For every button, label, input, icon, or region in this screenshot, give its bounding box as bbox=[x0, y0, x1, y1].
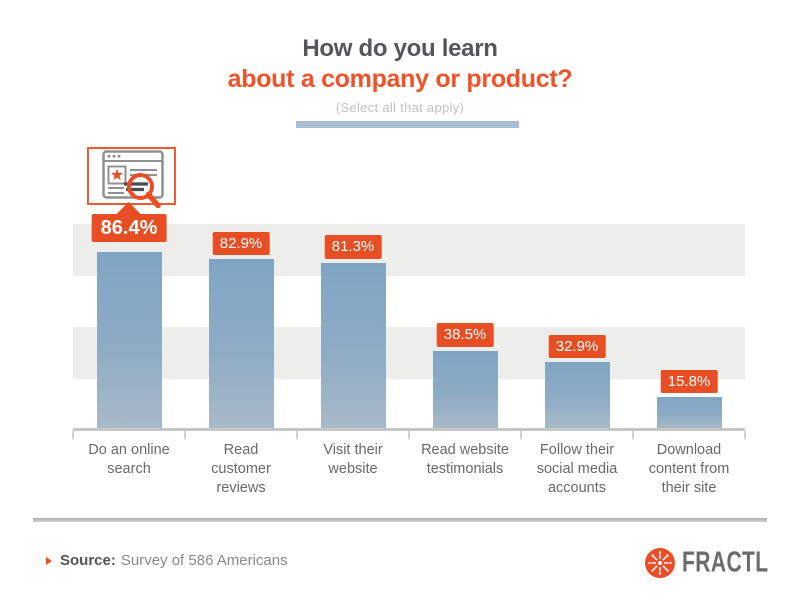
brand-logo: FRACTL bbox=[645, 546, 793, 578]
value-label: 38.5% bbox=[436, 323, 494, 347]
axis-tick bbox=[184, 431, 186, 439]
value-label: 81.3% bbox=[324, 235, 382, 259]
axis-tick bbox=[296, 431, 298, 439]
bar-chart-plot-area: 86.4% 82.9% 81.3% 38.5% 32.9% 15.8% bbox=[73, 202, 745, 430]
axis-tick bbox=[744, 431, 746, 439]
bar bbox=[320, 262, 386, 430]
value-label: 32.9% bbox=[548, 334, 606, 359]
highlight-icon-frame bbox=[87, 147, 176, 209]
category-label: Read customer reviews bbox=[211, 442, 271, 497]
axis-tick bbox=[408, 431, 410, 439]
label-pointer-icon bbox=[117, 202, 141, 215]
grid-stripe bbox=[73, 378, 745, 430]
footer-divider bbox=[33, 518, 767, 522]
chart-header: How do you learn about a company or prod… bbox=[0, 35, 800, 116]
category-label: Follow their social media accounts bbox=[536, 442, 618, 497]
source-row: Source: Survey of 586 Americans bbox=[46, 552, 288, 569]
source-label: Source: bbox=[60, 552, 116, 569]
axis-tick bbox=[632, 431, 634, 439]
value-label: 86.4% bbox=[91, 202, 167, 243]
brand-name: FRACTL bbox=[682, 546, 769, 578]
axis-tick bbox=[520, 431, 522, 439]
bar bbox=[544, 362, 610, 430]
chart-subtitle: (Select all that apply) bbox=[335, 100, 465, 116]
title-underline-bar bbox=[296, 121, 519, 128]
category-label: Do an online search bbox=[88, 442, 170, 478]
grid-stripe bbox=[73, 224, 745, 276]
category-label: Download content from their site bbox=[648, 442, 730, 497]
category-label-row: Do an online search Read customer reviews Vis… bbox=[73, 441, 745, 498]
triangle-right-icon bbox=[46, 556, 52, 565]
bar bbox=[208, 259, 274, 430]
axis-tick bbox=[72, 431, 74, 439]
category-label: Visit their website bbox=[323, 442, 383, 478]
title-line1: How do you learn bbox=[302, 35, 498, 62]
value-label: 82.9% bbox=[212, 231, 270, 256]
browser-search-icon bbox=[102, 150, 164, 209]
source-text: Survey of 586 Americans bbox=[120, 552, 288, 569]
x-axis-line bbox=[73, 428, 745, 431]
category-label: Read website testimonials bbox=[421, 442, 509, 478]
bar bbox=[96, 252, 162, 430]
bar bbox=[432, 350, 498, 430]
grid-stripe bbox=[73, 327, 745, 379]
title-line2: about a company or product? bbox=[227, 65, 573, 94]
bar bbox=[656, 397, 722, 430]
grid-stripe bbox=[73, 275, 745, 327]
value-label: 15.8% bbox=[660, 370, 718, 394]
fractl-snowflake-icon bbox=[645, 547, 675, 578]
